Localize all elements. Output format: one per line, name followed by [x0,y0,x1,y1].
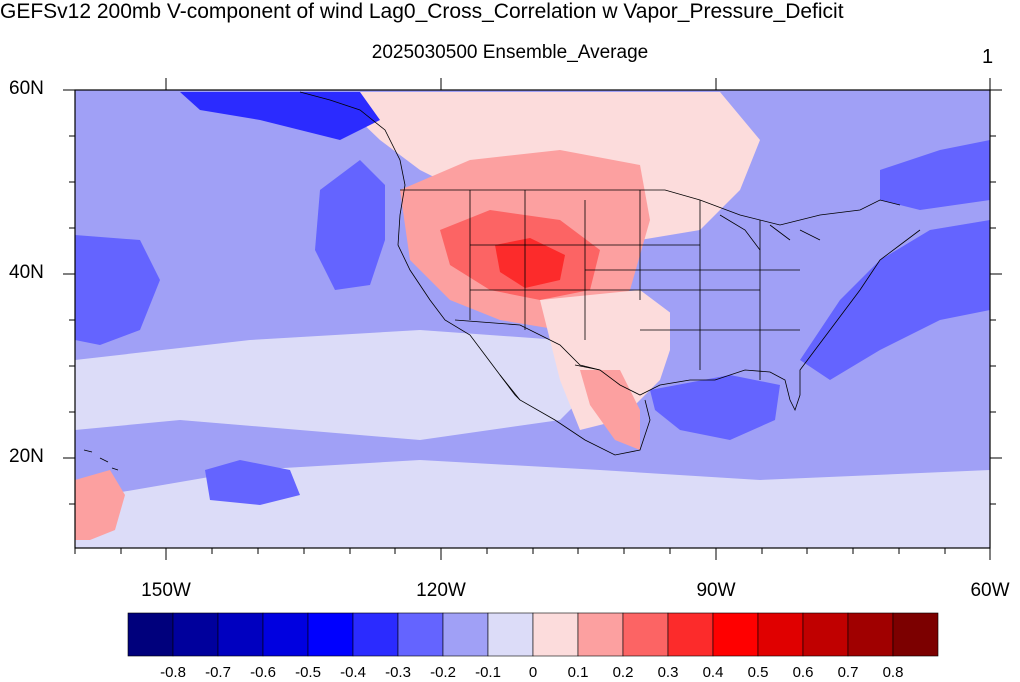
field-south-central-positive [540,290,680,430]
page-number: 1 [982,46,994,68]
coastline-gulf-coast [574,229,921,412]
colorbar-swatch [397,612,444,657]
colorbar-swatch [262,612,309,657]
colorbar-label: 0.6 [792,664,814,681]
colorbar-swatch [712,612,759,657]
coastline-mexico-pacific [499,374,651,456]
colorbar-swatch [487,612,534,657]
field-gulf-of-alaska-negative [180,92,380,140]
colorbar-label: -0.7 [205,664,231,681]
colorbar-label: 0.7 [837,664,859,681]
colorbar-label: 0.5 [747,664,769,681]
map-subtitle: 2025030500 Ensemble_Average [371,42,649,63]
field-pacific-west-negative [75,235,160,345]
colorbar-label: 0.2 [612,664,634,681]
lon-ticks-top [165,78,991,90]
lon-ticks-bottom [74,548,991,560]
colorbar-label: 0.4 [702,664,724,681]
colorbar-swatch [802,612,849,657]
colorbar-label: -0.2 [430,664,456,681]
colorbar-swatch [172,612,219,657]
colorbar-label: -0.1 [475,664,501,681]
colorbar-label: 0 [528,664,538,681]
us-canada-border [400,189,901,226]
lat-ticks-right [990,89,1002,505]
colorbar-label: -0.3 [385,664,411,681]
colorbar-swatch [352,612,399,657]
field-mexico-positive [580,370,640,450]
colorbar-swatch [847,612,894,657]
colorbar-swatch [127,612,174,657]
lon-label-90w: 90W [696,580,736,601]
colorbar-swatch [307,612,354,657]
colorbar-label: -0.4 [340,664,366,681]
field-subtropical-weak-negative [75,330,600,440]
lon-label-60w: 60W [970,580,1010,601]
boundaries [83,91,921,471]
field-east-pacific-negative [205,460,300,505]
field-hawaii-positive [75,470,125,540]
colorbar-label: 0.3 [657,664,679,681]
colorbar-label: -0.6 [250,664,276,681]
map-title: GEFSv12 200mb V-component of wind Lag0_C… [0,0,844,23]
field-pacific-central-negative [315,160,385,290]
lat-ticks-left [63,89,75,505]
field-labrador-negative [880,140,990,210]
correlation-field [75,90,990,548]
field-southeast-negative [670,300,830,395]
hawaii-islands [83,449,119,471]
tick-marks [63,78,1002,560]
great-lakes [719,214,821,251]
field-atlantic-negative [800,220,990,380]
colorbar-swatch [892,612,939,657]
colorbar-swatch [217,612,264,657]
lat-label-40n: 40N [9,262,44,283]
field-gulf-negative [650,375,780,440]
colorbar-swatch [442,612,489,657]
colorbar-swatch [667,612,714,657]
lat-label-20n: 20N [9,446,44,467]
colorbar-label: 0.8 [882,664,904,681]
lon-label-150w: 150W [141,580,191,601]
colorbar-label: 0.1 [567,664,589,681]
field-rockies-peak-positive [495,238,565,288]
colorbar [127,612,939,657]
field-subtropical-weak-negative-2 [75,460,990,548]
colorbar-swatch [622,612,669,657]
state-lines [469,190,800,380]
us-mexico-border [454,319,601,371]
colorbar-swatch [757,612,804,657]
colorbar-label: -0.8 [160,664,186,681]
lon-label-120w: 120W [416,580,466,601]
colorbar-label: -0.5 [295,664,321,681]
colorbar-swatch [577,612,624,657]
colorbar-swatch [532,612,579,657]
coastline-north-america-west [299,91,521,401]
lat-label-60n: 60N [9,78,44,99]
